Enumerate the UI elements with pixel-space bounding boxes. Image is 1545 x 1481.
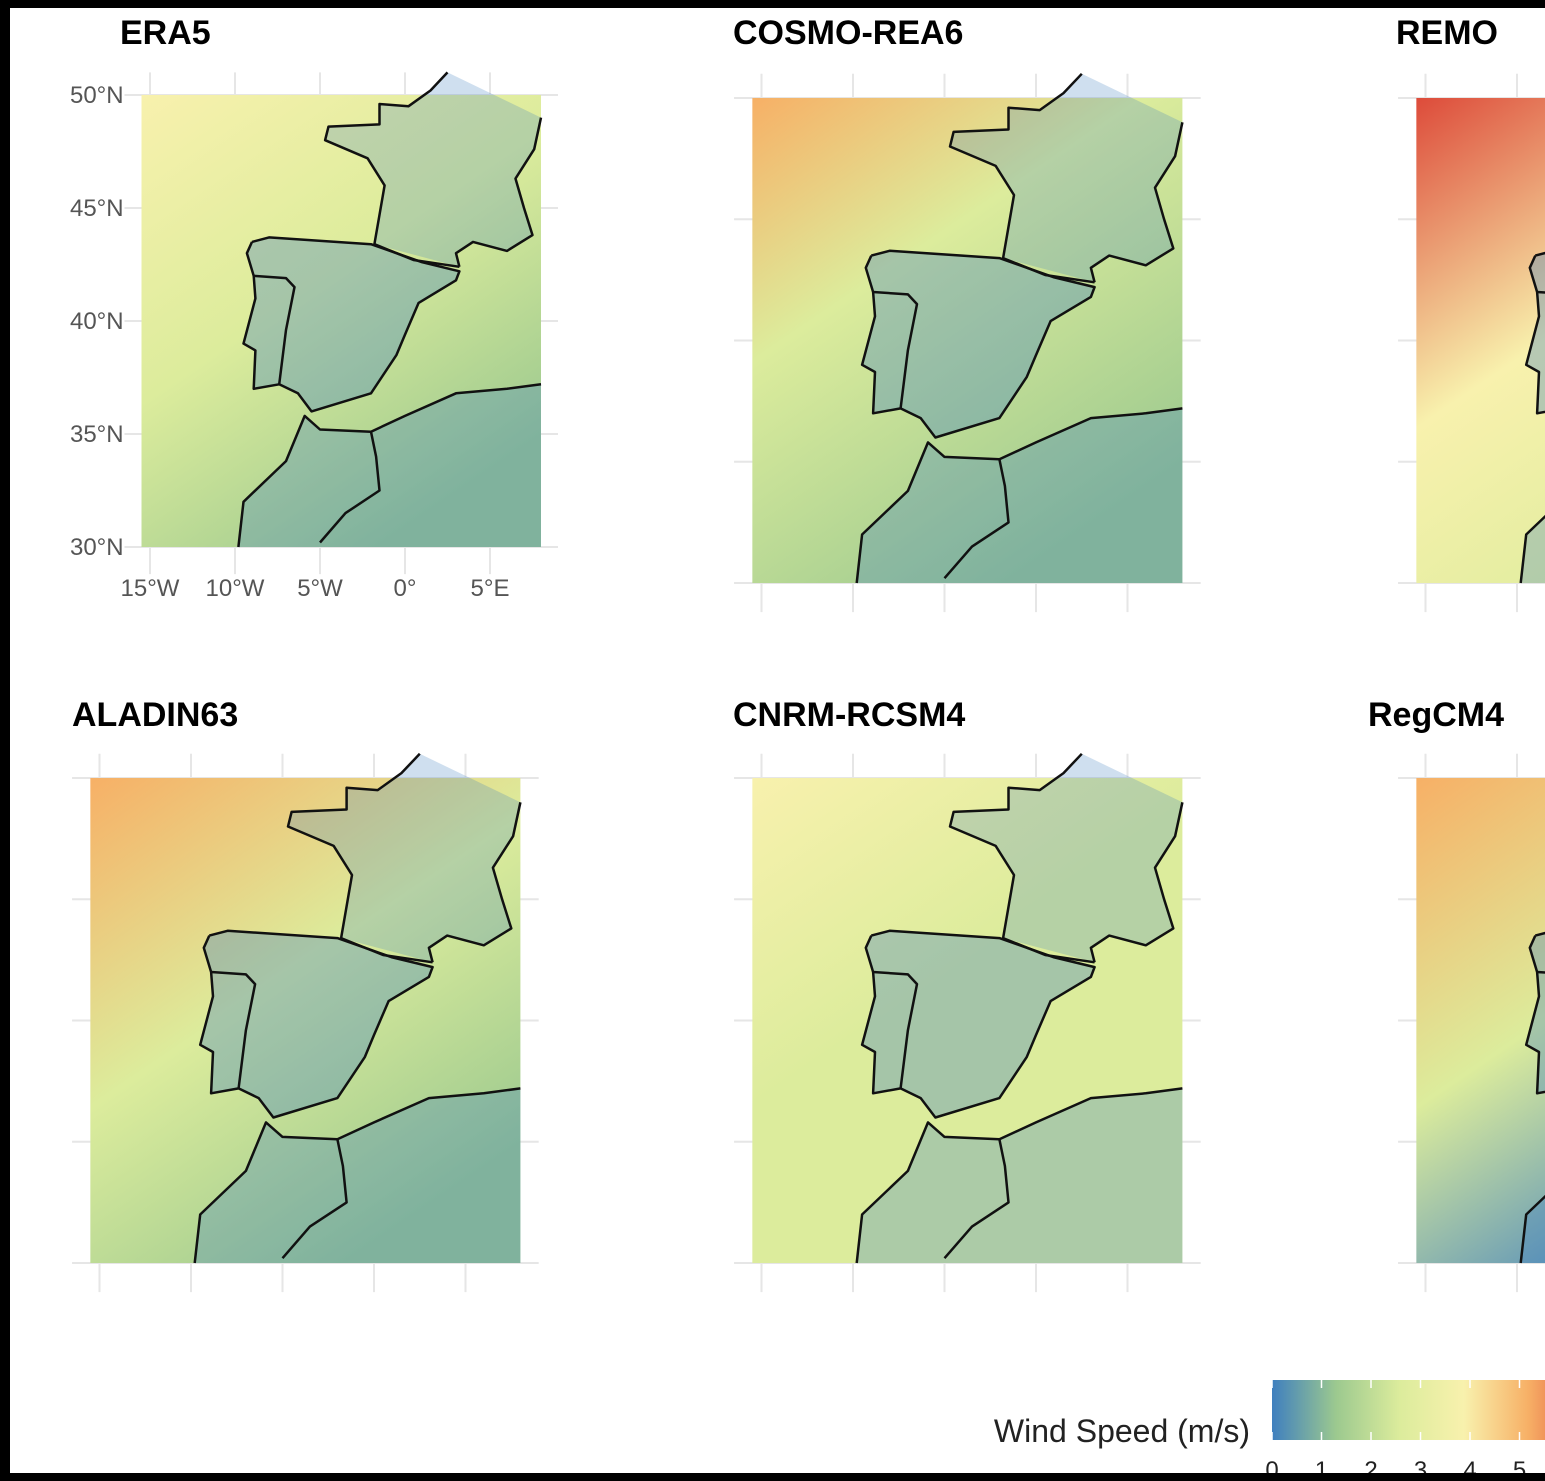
lat-tick-label: 50°N — [70, 82, 124, 109]
frame-bottom — [0, 1473, 1545, 1481]
wind-field — [1416, 778, 1545, 1263]
lon-tick-label: 15°W — [121, 575, 180, 602]
lat-tick-label: 35°N — [70, 421, 124, 448]
page: ERA5 50°N 45°N 40°N 35°N 30°N 15°W 10°W 5°W 0° 5°E… — [0, 0, 1545, 1481]
wind-field — [1416, 98, 1545, 583]
panel-title: REMO — [1396, 14, 1498, 52]
lon-tick-label: 0° — [394, 575, 417, 602]
figure: ERA5 50°N 45°N 40°N 35°N 30°N 15°W 10°W 5°W 0° 5°E… — [0, 0, 1545, 1481]
lat-tick-label: 45°N — [70, 195, 124, 222]
panel-title: COSMO-REA6 — [733, 14, 963, 52]
colorbar — [1272, 1380, 1545, 1440]
lat-tick-label: 30°N — [70, 534, 124, 561]
lon-tick-label: 10°W — [206, 575, 265, 602]
lon-tick-label: 5°E — [471, 575, 510, 602]
panel-title: RegCM4 — [1368, 696, 1504, 734]
panel-title: ERA5 — [120, 14, 211, 52]
panel-title: CNRM-RCSM4 — [733, 696, 965, 734]
colorbar-label: Wind Speed (m/s) — [994, 1413, 1250, 1449]
panel-title: ALADIN63 — [72, 696, 238, 734]
lon-tick-label: 5°W — [297, 575, 343, 602]
lat-tick-label: 40°N — [70, 308, 124, 335]
